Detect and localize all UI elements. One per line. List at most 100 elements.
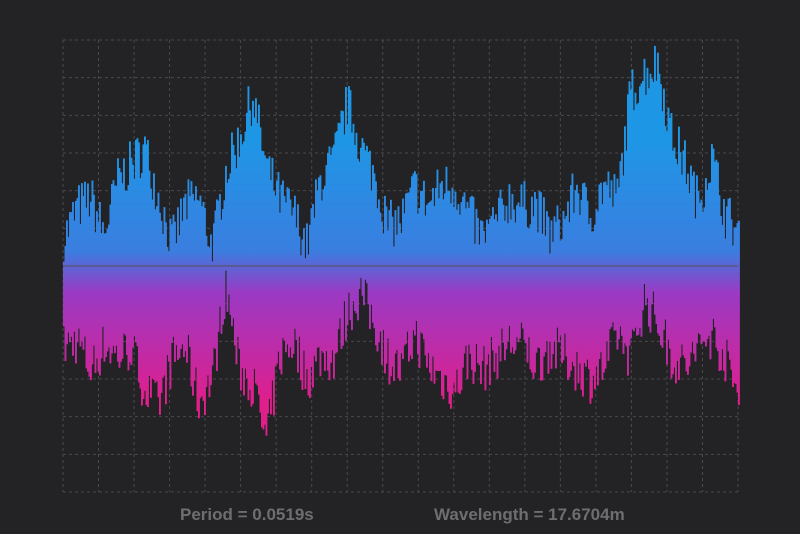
waveform-bar bbox=[597, 211, 599, 386]
waveform-bar bbox=[636, 104, 638, 336]
waveform-bar bbox=[642, 81, 644, 311]
waveform-bar bbox=[183, 197, 185, 358]
waveform-bar bbox=[628, 81, 631, 346]
waveform-bar bbox=[186, 219, 188, 363]
waveform-bar bbox=[664, 126, 667, 320]
waveform-bar bbox=[594, 224, 596, 390]
waveform-bar bbox=[174, 221, 176, 362]
waveform-bar bbox=[433, 206, 436, 384]
waveform-bar bbox=[621, 153, 623, 336]
waveform-bar bbox=[124, 190, 127, 336]
waveform-bar bbox=[411, 176, 413, 360]
waveform-bar bbox=[64, 245, 67, 361]
waveform-bar bbox=[592, 231, 595, 376]
waveform-bar bbox=[147, 140, 149, 407]
waveform-bar bbox=[471, 195, 473, 370]
waveform-bar bbox=[502, 204, 505, 343]
waveform-bar bbox=[390, 199, 392, 377]
waveform-bar bbox=[436, 169, 439, 372]
waveform-bar bbox=[474, 243, 476, 372]
waveform-bar bbox=[373, 173, 376, 329]
waveform-bar bbox=[532, 216, 535, 379]
waveform-bar bbox=[261, 150, 263, 428]
waveform-bar bbox=[709, 182, 712, 360]
waveform-bar bbox=[442, 199, 445, 400]
waveform-bar bbox=[189, 196, 191, 347]
waveform-bar bbox=[231, 132, 233, 327]
waveform-bar bbox=[144, 136, 146, 391]
waveform-bar bbox=[66, 220, 68, 345]
waveform-bar bbox=[382, 233, 385, 330]
waveform-bar bbox=[508, 184, 511, 326]
waveform-bar bbox=[273, 191, 275, 416]
waveform-bar bbox=[168, 251, 170, 362]
waveform-bar bbox=[723, 198, 725, 371]
waveform-bar bbox=[324, 185, 326, 371]
waveform-bar bbox=[456, 209, 458, 370]
waveform-bar bbox=[580, 199, 583, 390]
waveform-bar bbox=[163, 207, 166, 376]
waveform-bar bbox=[210, 234, 212, 386]
waveform-bar bbox=[69, 212, 71, 343]
waveform-bar bbox=[400, 233, 403, 354]
waveform-bar bbox=[676, 164, 679, 361]
waveform-bar bbox=[603, 182, 605, 373]
waveform-bar bbox=[195, 186, 197, 368]
waveform-bar bbox=[63, 261, 65, 327]
waveform-bar bbox=[108, 224, 110, 348]
waveform-bar bbox=[462, 196, 464, 368]
waveform-bar bbox=[213, 223, 215, 348]
waveform-bar bbox=[393, 246, 395, 381]
waveform-bar bbox=[658, 73, 661, 336]
waveform-bar bbox=[292, 207, 295, 354]
waveform-bar bbox=[444, 193, 446, 375]
waveform-bar bbox=[721, 224, 724, 350]
waveform-bar bbox=[496, 221, 499, 379]
waveform-bar bbox=[424, 215, 427, 356]
waveform-bar bbox=[70, 212, 73, 337]
waveform-bar bbox=[340, 110, 343, 349]
waveform-bar bbox=[351, 132, 353, 331]
waveform-bar bbox=[150, 188, 152, 398]
waveform-bar bbox=[427, 203, 430, 353]
waveform-bar bbox=[277, 172, 280, 352]
waveform-bar bbox=[634, 92, 637, 328]
waveform-bar bbox=[520, 184, 523, 323]
waveform-bar bbox=[343, 134, 346, 302]
waveform-bar bbox=[171, 224, 173, 343]
waveform-bar bbox=[151, 199, 154, 379]
waveform-bar bbox=[540, 192, 542, 381]
waveform-bar bbox=[585, 187, 587, 367]
waveform-bar bbox=[249, 110, 251, 390]
waveform-bar bbox=[316, 190, 319, 348]
waveform-bar bbox=[681, 174, 683, 345]
waveform-bar bbox=[627, 94, 629, 376]
waveform-bar bbox=[259, 127, 262, 413]
waveform-bar bbox=[205, 235, 208, 387]
waveform-bar bbox=[346, 124, 349, 326]
waveform-bar bbox=[685, 184, 688, 372]
waveform-bar bbox=[141, 173, 143, 406]
waveform-bar bbox=[159, 212, 161, 415]
waveform-bar bbox=[202, 201, 205, 401]
waveform-bar bbox=[513, 209, 515, 355]
waveform-bar bbox=[553, 216, 556, 342]
waveform-bar bbox=[612, 206, 614, 323]
waveform-bar bbox=[318, 177, 320, 348]
waveform-bar bbox=[544, 235, 547, 353]
waveform-bar bbox=[712, 148, 715, 319]
waveform-bar bbox=[97, 222, 100, 372]
waveform-bar bbox=[448, 190, 451, 404]
waveform-bar bbox=[469, 197, 472, 354]
waveform-bar bbox=[555, 221, 557, 369]
waveform-bar bbox=[622, 175, 625, 354]
waveform-bar bbox=[535, 198, 538, 353]
waveform-bar bbox=[736, 223, 739, 393]
waveform-bar bbox=[480, 220, 482, 385]
waveform-bar bbox=[120, 172, 122, 362]
waveform-bar bbox=[408, 192, 410, 362]
waveform-bar bbox=[565, 215, 568, 357]
waveform-bar bbox=[268, 156, 271, 399]
waveform-bar bbox=[123, 158, 125, 334]
waveform-bar bbox=[331, 147, 334, 351]
